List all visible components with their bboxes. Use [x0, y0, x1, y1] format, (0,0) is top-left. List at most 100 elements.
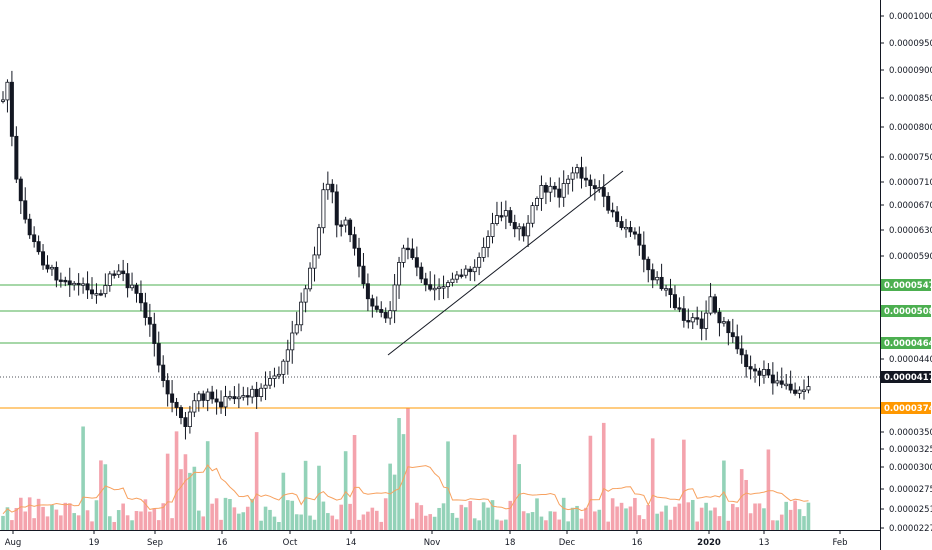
price-axis[interactable]: 0.00010000 0.00009500 0.00009000 0.00008500… [880, 12, 932, 534]
candle-down [90, 289, 95, 295]
candle-up [664, 288, 669, 291]
candle-down [14, 135, 19, 180]
volume-bar [753, 503, 757, 530]
volume-bar [277, 521, 281, 530]
volume-bar [125, 515, 130, 530]
trendline[interactable] [387, 170, 624, 356]
candle-down [508, 210, 513, 223]
price-axis-tick-label: 0.00003000 [889, 463, 932, 473]
candle-down [668, 288, 673, 296]
candle-down [210, 391, 215, 400]
volume-bar [410, 518, 415, 530]
volume-bar [757, 503, 762, 530]
volume-bar [722, 460, 726, 530]
volume-bar [188, 472, 192, 530]
candle-up [272, 375, 277, 379]
price-axis-tick-label: 0.00003500 [889, 428, 932, 438]
candle-up [0, 99, 6, 102]
candle-down [245, 395, 250, 398]
volume-bar [566, 521, 570, 530]
candle-up [450, 278, 455, 284]
time-axis-tick-label: Dec [559, 538, 576, 548]
time-axis-tick-label: Aug [5, 538, 22, 548]
volume-bar [468, 500, 473, 530]
candle-up [81, 283, 86, 286]
candle-up [223, 396, 228, 408]
candle-up [575, 167, 580, 174]
volume-bar [210, 503, 214, 530]
volume-bar [312, 519, 317, 530]
candle-down [753, 368, 758, 372]
volume-bar [112, 521, 117, 530]
candle-up [325, 183, 330, 191]
volume-bar [539, 516, 544, 530]
candle-up [690, 317, 695, 323]
candle-up [72, 282, 77, 286]
volume-bar [739, 469, 744, 530]
candle-down [499, 215, 504, 218]
price-axis-tick-label: 0.00002510 [889, 505, 932, 515]
time-axis-tick-label: 14 [346, 538, 357, 548]
volume-bar [334, 519, 339, 530]
volume-bar [99, 460, 103, 530]
candle-up [463, 268, 468, 276]
volume-bar [793, 500, 797, 530]
volume-bar [784, 501, 788, 530]
candle-down [147, 317, 152, 325]
last-price-label: 0.00004170 [884, 373, 932, 383]
candle-down [27, 218, 32, 236]
candle-down [67, 280, 72, 286]
candle-up [797, 389, 802, 394]
candle-down [552, 185, 557, 190]
price-axis-tick-label: 0.00008000 [889, 123, 932, 133]
volume-bar [553, 511, 557, 530]
price-axis-tick-label: 0.00005900 [889, 252, 932, 262]
candle-down [557, 188, 562, 198]
volume-bar [63, 502, 68, 530]
candle-down [579, 167, 584, 179]
candle-down [348, 219, 353, 236]
volume-bar [619, 502, 624, 530]
candle-down [677, 307, 682, 310]
volume-bar [201, 516, 206, 530]
level-price-label-bg [881, 402, 931, 414]
volume-bar [557, 519, 562, 530]
candle-down [744, 354, 749, 367]
volume-bar [330, 515, 335, 530]
volume-bar [441, 503, 446, 530]
candle-down [601, 187, 606, 197]
candle-down [748, 366, 753, 370]
time-axis-tick-label: 16 [217, 538, 228, 548]
price-axis-tick-label: 0.00006700 [889, 201, 932, 211]
level-price-label: 0.00003746 [884, 404, 932, 414]
candle-down [125, 273, 130, 289]
candle-down [58, 279, 63, 282]
candle-down [713, 296, 718, 313]
volume-bar [143, 499, 148, 530]
volume-bar [432, 516, 437, 530]
volume-bar [455, 517, 459, 530]
volume-bar [388, 463, 392, 530]
volume-histogram [1, 408, 811, 530]
volume-bar [45, 516, 50, 530]
time-axis[interactable]: Aug 19 Sep 16 Oct 14 Nov 18 Dec 16 2020 13 Feb [5, 530, 848, 548]
volume-bar [108, 516, 112, 530]
candle-down [632, 231, 637, 235]
candle-down [54, 266, 59, 281]
volume-bar [517, 464, 521, 530]
candle-down [672, 294, 677, 309]
candle-up [441, 286, 446, 289]
time-axis-tick-label: Nov [424, 538, 441, 548]
volume-bar [526, 513, 530, 530]
candle-up [241, 395, 246, 398]
volume-bar [637, 515, 642, 530]
volume-bar [317, 465, 321, 530]
candle-up [548, 185, 553, 193]
volume-moving-average-line [2, 464, 809, 515]
candle-down [98, 293, 103, 296]
volume-bar [419, 505, 424, 530]
volume-bar [366, 511, 370, 530]
candle-down [352, 234, 357, 249]
